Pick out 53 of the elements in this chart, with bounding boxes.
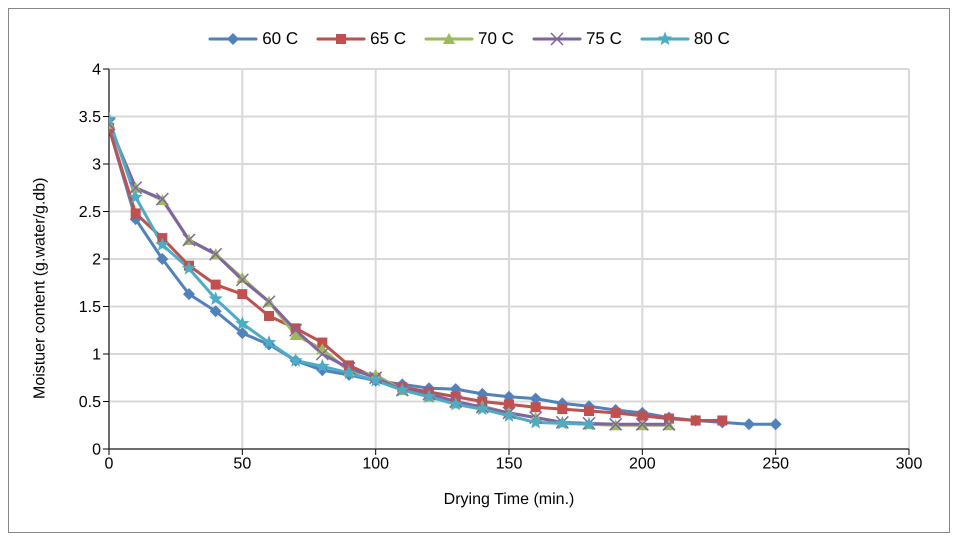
y-tick-label: 3	[92, 156, 102, 174]
point	[717, 416, 728, 426]
legend-label: 70 C	[478, 29, 514, 49]
y-tick-label: 3.5	[78, 109, 102, 126]
point	[317, 338, 328, 348]
point	[208, 291, 223, 305]
legend-label: 75 C	[586, 29, 622, 49]
point	[530, 402, 541, 412]
point	[637, 410, 648, 421]
y-tick-label: 1	[92, 346, 102, 364]
point	[155, 237, 170, 251]
point	[183, 288, 195, 300]
y-tick-label: 4	[92, 62, 102, 79]
point	[237, 289, 248, 300]
point	[610, 408, 621, 418]
x-tick-label: 50	[233, 455, 252, 472]
x-tick-label: 0	[104, 455, 114, 472]
y-tick-label: 0	[92, 442, 102, 459]
point	[770, 418, 782, 430]
y-tick-label: 2	[92, 252, 102, 269]
point	[557, 404, 568, 414]
point	[262, 335, 276, 349]
point	[584, 406, 594, 416]
point	[130, 208, 141, 218]
legend-label: 65 C	[370, 29, 406, 49]
x-tick-label: 300	[896, 455, 922, 472]
y-axis-title: Moistuer content (g.water/g.db)	[32, 178, 49, 399]
x-tick-label: 200	[628, 455, 656, 472]
point	[128, 190, 143, 204]
x-tick-label: 150	[496, 455, 522, 472]
y-tick-label: 2.5	[78, 204, 102, 222]
point	[210, 305, 222, 318]
point	[315, 358, 330, 372]
point	[156, 253, 168, 265]
point	[316, 347, 330, 361]
x-tick-label: 250	[762, 455, 790, 472]
legend-label: 80 C	[694, 29, 730, 49]
x-tick-label: 100	[362, 455, 390, 472]
point	[528, 414, 543, 428]
point	[288, 324, 302, 337]
point	[290, 329, 302, 340]
point	[210, 280, 221, 290]
x-axis-title: Drying Time (min.)	[444, 491, 574, 508]
point	[264, 311, 274, 321]
y-tick-label: 1.5	[78, 299, 102, 316]
point	[236, 327, 248, 340]
point	[235, 316, 250, 330]
point	[342, 362, 356, 375]
point	[743, 418, 755, 430]
y-tick-label: 0.5	[78, 394, 102, 412]
point	[236, 273, 250, 287]
legend-label: 60 C	[262, 29, 298, 49]
point	[182, 261, 196, 275]
